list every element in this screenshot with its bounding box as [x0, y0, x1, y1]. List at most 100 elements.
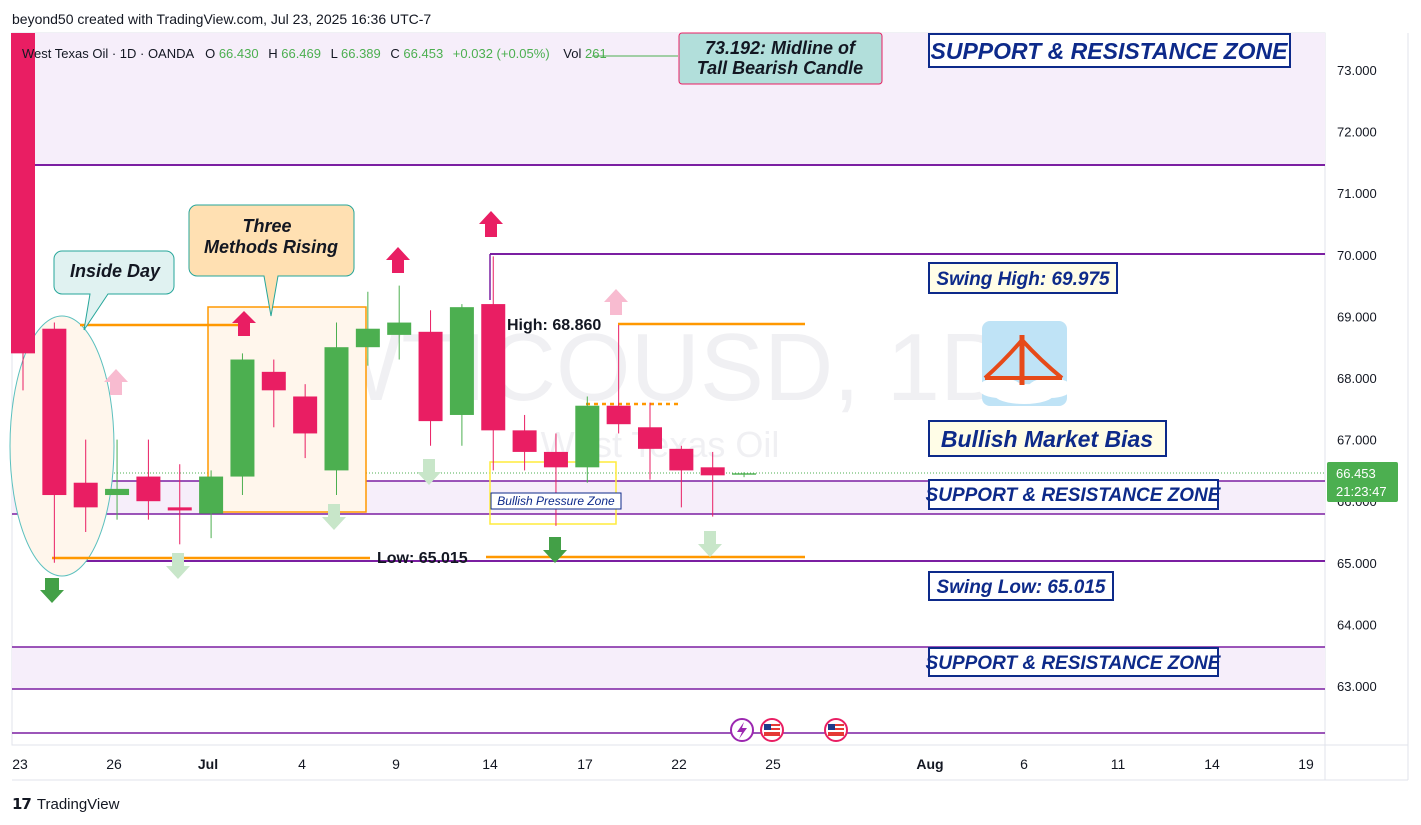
- candle-body-down: [418, 331, 443, 422]
- candle-body-down: [293, 396, 318, 434]
- swing-low-label: Swing Low: 65.015: [928, 571, 1114, 601]
- sr-zone-top-text: SUPPORT & RESISTANCE ZONE: [931, 38, 1289, 64]
- candle[interactable]: [575, 396, 600, 483]
- sr-zone-low-text: SUPPORT & RESISTANCE ZONE: [926, 653, 1222, 674]
- time-tick-label: 4: [298, 756, 306, 772]
- bullish-pressure-label: Bullish Pressure Zone: [490, 492, 622, 510]
- high-label-ohlc: H: [268, 46, 277, 61]
- candle[interactable]: [167, 464, 192, 545]
- current-price-text: 66.453: [1336, 466, 1376, 481]
- candle-body-up: [230, 359, 255, 477]
- down-arrow-marker-faded: [322, 504, 346, 530]
- low-label: Low: 65.015: [377, 550, 468, 567]
- sr-zone-low-label: SUPPORT & RESISTANCE ZONE: [926, 647, 1222, 677]
- midline-label-line1: 73.192: Midline of: [705, 38, 857, 58]
- low-label-ohlc: L: [331, 46, 338, 61]
- candle[interactable]: [199, 470, 224, 539]
- candle[interactable]: [449, 304, 474, 446]
- candle-body-down: [11, 33, 35, 354]
- price-tick-label: 64.000: [1337, 617, 1377, 632]
- candle[interactable]: [136, 439, 161, 520]
- candle[interactable]: [543, 433, 568, 526]
- volume-label: Vol: [563, 46, 581, 61]
- price-tick-label: 68.000: [1337, 371, 1377, 386]
- time-tick-label: 6: [1020, 756, 1028, 772]
- candle-body-up: [387, 322, 412, 335]
- time-tick-label: 25: [765, 756, 781, 772]
- tradingview-mark-icon: 𝟭𝟳: [12, 796, 32, 813]
- inside-day-label: Inside Day: [70, 261, 161, 281]
- time-tick-label: Jul: [198, 756, 218, 772]
- candle[interactable]: [387, 285, 412, 360]
- swing-low-text: Swing Low: 65.015: [937, 577, 1106, 598]
- price-tick-label: 71.000: [1337, 186, 1377, 201]
- time-tick-label: 23: [12, 756, 28, 772]
- sr-zone-mid-text: SUPPORT & RESISTANCE ZONE: [926, 485, 1222, 506]
- candle-body-up: [575, 405, 600, 468]
- chart-header: beyond50 created with TradingView.com, J…: [12, 11, 432, 27]
- candle-body-up: [732, 473, 757, 475]
- price-axis[interactable]: 63.00064.00065.00066.00067.00068.00069.0…: [1337, 63, 1377, 694]
- candle[interactable]: [230, 353, 255, 496]
- candle[interactable]: [481, 256, 506, 471]
- candle[interactable]: [355, 291, 380, 366]
- down-arrow-marker: [543, 537, 567, 563]
- us-flag-event-icon[interactable]: [760, 718, 784, 742]
- high-label: High: 68.860: [507, 317, 601, 334]
- time-tick-label: 19: [1298, 756, 1314, 772]
- candle[interactable]: [42, 322, 67, 563]
- price-tick-label: 63.000: [1337, 679, 1377, 694]
- time-tick-label: Aug: [916, 756, 943, 772]
- candle-body-down: [669, 448, 694, 471]
- candle-body-up: [449, 307, 474, 415]
- candle[interactable]: [732, 472, 757, 478]
- price-tick-label: 70.000: [1337, 248, 1377, 263]
- tradingview-logo[interactable]: 𝟭𝟳 TradingView: [12, 795, 120, 814]
- candle-body-up: [324, 347, 349, 471]
- symbol-name[interactable]: West Texas Oil · 1D · OANDA: [22, 46, 194, 61]
- candle-body-down: [42, 328, 67, 496]
- down-arrow-marker-faded: [698, 531, 722, 557]
- dividend-event-icon[interactable]: [730, 718, 754, 742]
- candle[interactable]: [293, 384, 318, 459]
- time-tick-label: 9: [392, 756, 400, 772]
- candle-body-down: [261, 371, 286, 391]
- candle[interactable]: [700, 451, 725, 517]
- candle-body-down: [136, 476, 161, 502]
- candle-body-down: [700, 467, 725, 476]
- midline-callout: 73.192: Midline of Tall Bearish Candle: [592, 32, 883, 85]
- tradingview-brand: TradingView: [36, 795, 120, 813]
- candle[interactable]: [324, 322, 349, 496]
- swing-high-label: Swing High: 69.975: [928, 262, 1118, 294]
- candle-body-up: [355, 328, 380, 348]
- time-tick-label: 22: [671, 756, 687, 772]
- us-flag-event-icon[interactable]: [824, 718, 848, 742]
- sr-zone-top-label: SUPPORT & RESISTANCE ZONE: [928, 33, 1291, 68]
- time-tick-label: 26: [106, 756, 122, 772]
- candle-body-up: [199, 476, 224, 514]
- change-value: +0.032 (+0.05%): [453, 46, 550, 61]
- candle[interactable]: [638, 402, 662, 480]
- countdown-text: 21:23:47: [1336, 484, 1387, 499]
- candle[interactable]: [73, 439, 98, 532]
- candle[interactable]: [418, 310, 443, 446]
- candle[interactable]: [669, 445, 694, 508]
- up-arrow-marker: [386, 247, 410, 273]
- candle[interactable]: [105, 439, 130, 520]
- symbol-bar: West Texas Oil · 1D · OANDA O 66.430 H 6…: [22, 46, 607, 61]
- current-price-tag: 66.453 21:23:47: [1327, 462, 1398, 502]
- candle[interactable]: [261, 359, 286, 428]
- candle[interactable]: [606, 325, 631, 434]
- open-label: O: [205, 46, 215, 61]
- bullish-pressure-text: Bullish Pressure Zone: [497, 494, 615, 508]
- time-axis[interactable]: 23 26 Jul 4 9 14 17 22 25 Aug 6 11 14 19: [12, 756, 1314, 772]
- three-methods-label-line1: Three: [242, 216, 291, 236]
- price-tick-label: 73.000: [1337, 63, 1377, 78]
- bullish-bias-text: Bullish Market Bias: [941, 426, 1153, 452]
- candle[interactable]: [512, 414, 537, 471]
- candle-body-down: [543, 451, 568, 468]
- price-tick-label: 67.000: [1337, 433, 1377, 448]
- candle[interactable]: [11, 33, 35, 391]
- midline-label-line2: Tall Bearish Candle: [697, 58, 863, 78]
